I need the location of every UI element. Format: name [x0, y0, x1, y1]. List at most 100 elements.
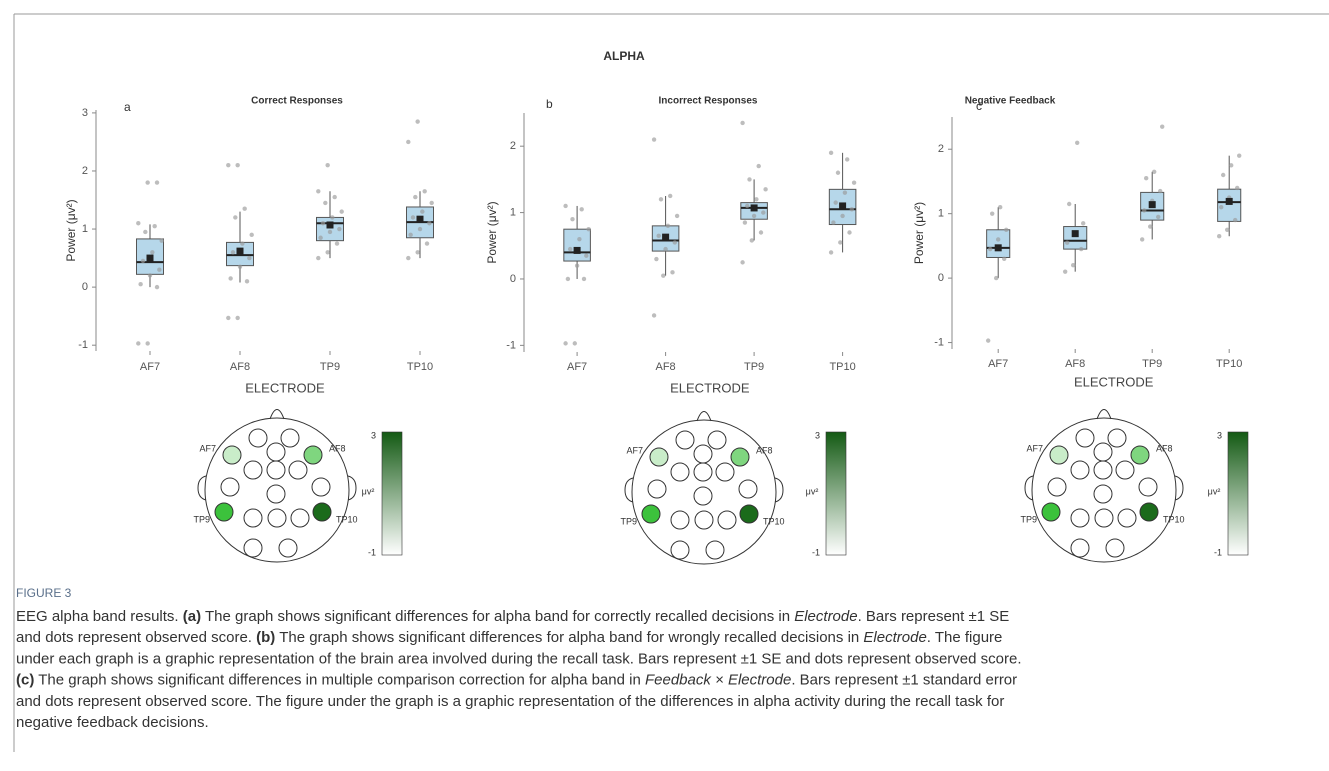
- panel-letter: a: [124, 100, 131, 114]
- observation: [242, 207, 246, 211]
- chart-title: Negative Feedback: [965, 96, 1056, 107]
- observation: [582, 277, 586, 281]
- colorbar-label: μv²: [1208, 486, 1221, 496]
- colorbar: [382, 432, 402, 555]
- electrode: [1094, 485, 1112, 503]
- electrode: [281, 429, 299, 447]
- observation: [235, 316, 239, 320]
- observation: [845, 157, 849, 161]
- y-tick-label: 1: [82, 223, 88, 235]
- caption-line: negative feedback decisions.: [16, 714, 209, 731]
- electrode: [1108, 429, 1126, 447]
- observation: [573, 341, 577, 345]
- electrode: [708, 431, 726, 449]
- electrode: [1071, 539, 1089, 557]
- y-tick-label: 1: [510, 206, 516, 218]
- mean: [327, 221, 334, 228]
- observation: [145, 180, 149, 184]
- x-tick-label: AF8: [1065, 358, 1085, 370]
- observation: [157, 267, 161, 271]
- electrode: [1116, 461, 1134, 479]
- observation: [148, 273, 152, 277]
- x-tick-label: TP9: [744, 361, 764, 373]
- observation: [408, 233, 412, 237]
- electrode: [1076, 429, 1094, 447]
- electrode-label: TP10: [336, 514, 358, 524]
- observation: [584, 254, 588, 258]
- electrode: [718, 511, 736, 529]
- colorbar: [1228, 432, 1248, 555]
- observation: [1221, 173, 1225, 177]
- observation: [763, 187, 767, 191]
- observation: [747, 177, 751, 181]
- observation: [838, 240, 842, 244]
- y-tick-label: 3: [82, 107, 88, 119]
- x-axis-label: ELECTRODE: [1074, 374, 1154, 389]
- caption-line: and dots represent observed score. The f…: [16, 693, 1004, 710]
- observation: [654, 257, 658, 261]
- electrode-active: [642, 505, 660, 523]
- observation: [415, 119, 419, 123]
- electrode-active: [304, 446, 322, 464]
- observation: [1071, 263, 1075, 267]
- observation: [563, 204, 567, 208]
- observation: [316, 189, 320, 193]
- observation: [231, 250, 235, 254]
- electrode: [244, 539, 262, 557]
- y-tick-label: -1: [934, 336, 944, 348]
- y-tick-label: 2: [82, 165, 88, 177]
- x-tick-label: TP10: [1216, 358, 1242, 370]
- electrode: [1094, 461, 1112, 479]
- observation: [833, 200, 837, 204]
- observation: [1140, 237, 1144, 241]
- caption-segment: The graph shows significant differences …: [34, 672, 645, 689]
- colorbar-min: -1: [812, 547, 820, 557]
- observation: [661, 273, 665, 277]
- electrode-active: [1050, 446, 1068, 464]
- observation: [754, 197, 758, 201]
- observation: [670, 270, 674, 274]
- observation: [430, 201, 434, 205]
- observation: [570, 217, 574, 221]
- electrode-label: AF7: [626, 445, 643, 455]
- observation: [852, 181, 856, 185]
- observation: [316, 256, 320, 260]
- y-tick-label: 0: [82, 281, 88, 293]
- observation: [411, 215, 415, 219]
- box: [987, 230, 1010, 258]
- observation: [740, 121, 744, 125]
- colorbar-min: -1: [1214, 547, 1222, 557]
- caption-segment: and dots represent observed score.: [16, 629, 256, 646]
- electrode: [694, 463, 712, 481]
- caption-line: and dots represent observed score. (b) T…: [16, 629, 1002, 646]
- y-tick-label: 2: [938, 143, 944, 155]
- electrode: [312, 478, 330, 496]
- observation: [1063, 269, 1067, 273]
- colorbar-label: μv²: [362, 486, 375, 496]
- electrode-label: TP10: [1163, 514, 1185, 524]
- observation: [328, 230, 332, 234]
- figure-label: FIGURE 3: [16, 586, 72, 600]
- observation: [1148, 224, 1152, 228]
- observation: [226, 163, 230, 167]
- observation: [652, 313, 656, 317]
- observation: [663, 247, 667, 251]
- electrode: [676, 431, 694, 449]
- observation: [829, 151, 833, 155]
- electrode: [694, 445, 712, 463]
- observation: [840, 214, 844, 218]
- observation: [406, 140, 410, 144]
- observation: [831, 220, 835, 224]
- observation: [321, 221, 325, 225]
- electrode-label: AF8: [329, 443, 346, 453]
- electrode-active: [1140, 503, 1158, 521]
- figure-title: ALPHA: [603, 49, 645, 63]
- observation: [575, 263, 579, 267]
- electrode: [695, 511, 713, 529]
- observation: [136, 221, 140, 225]
- electrode: [694, 487, 712, 505]
- observation: [330, 215, 334, 219]
- caption-segment: (c): [16, 672, 34, 689]
- caption-segment: Feedback × Electrode: [645, 672, 791, 689]
- x-tick-label: TP10: [407, 361, 433, 373]
